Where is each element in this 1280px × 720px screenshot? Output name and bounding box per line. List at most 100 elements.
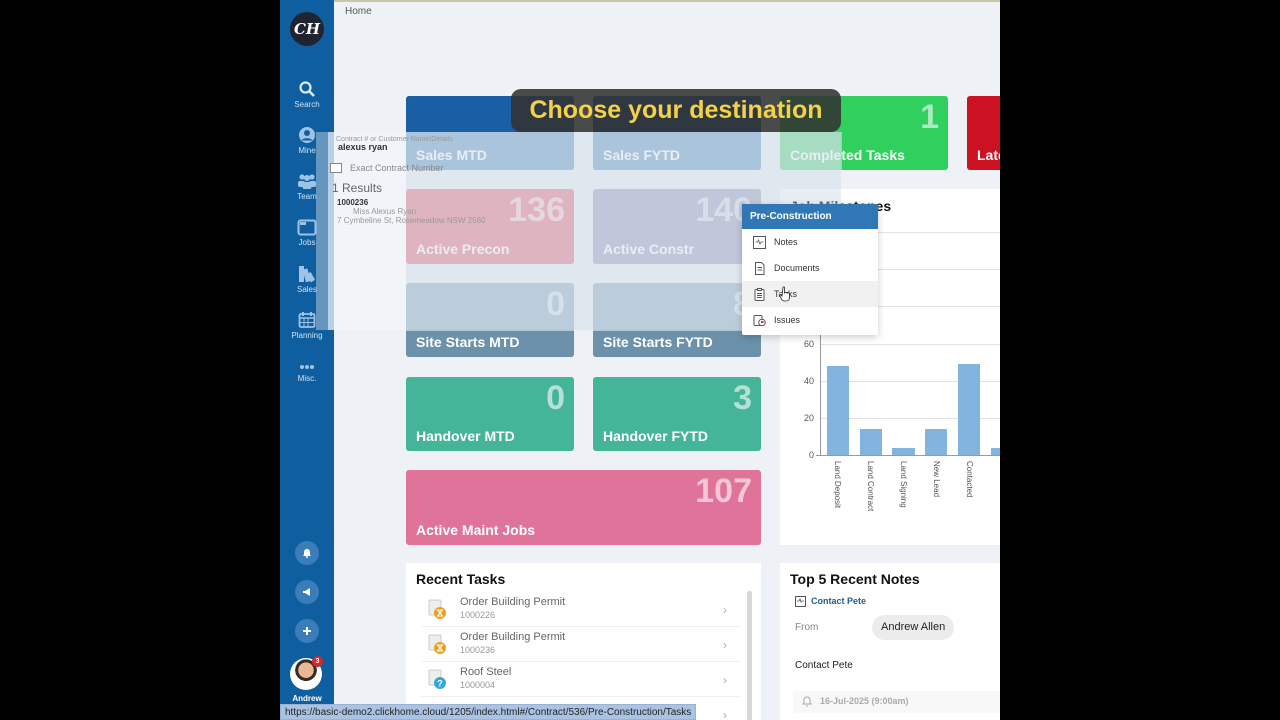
more-icon (300, 365, 314, 369)
notifications-button[interactable] (295, 541, 319, 565)
y-tick: 20 (803, 413, 814, 423)
reminder-date: 16-Jul-2025 (9:00am) (820, 696, 909, 706)
plus-icon (303, 627, 311, 635)
chevron-right-icon: › (723, 638, 727, 652)
menu-item-tasks[interactable]: Tasks (742, 281, 878, 307)
y-tick: 60 (803, 339, 814, 349)
sidebar-item-sales[interactable]: Sales (280, 265, 334, 294)
tile-value: 0 (546, 379, 565, 417)
tile-label: Handover MTD (416, 428, 515, 444)
bar-land-signing[interactable] (892, 448, 915, 455)
bar-cutoff[interactable] (991, 448, 1000, 455)
notes-icon (753, 235, 766, 249)
tile-active-precon[interactable]: 136 Active Precon (406, 189, 574, 264)
sidebar-item-misc[interactable]: Misc. (280, 362, 334, 383)
tile-site-starts-mtd[interactable]: 0 Site Starts MTD (406, 283, 574, 357)
sales-icon (299, 266, 316, 283)
task-id: 1000236 (460, 645, 496, 655)
user-name: Andrew (292, 694, 322, 703)
task-id: 1000004 (460, 680, 496, 690)
recent-tasks-panel: Recent Tasks Order Building Permit 10002… (406, 563, 761, 720)
chevron-right-icon: › (723, 603, 727, 617)
task-id: 1000226 (460, 610, 496, 620)
document-icon (755, 261, 765, 275)
from-chip[interactable]: Andrew Allen (872, 615, 955, 640)
tile-handover-mtd[interactable]: 0 Handover MTD (406, 377, 574, 451)
bell-icon (303, 549, 311, 558)
user-icon (299, 127, 315, 143)
tile-label: Active Maint Jobs (416, 522, 536, 538)
sidebar-item-search[interactable]: Search (280, 80, 334, 109)
tile-label: Active Precon (416, 241, 510, 257)
tile-handover-fytd[interactable]: 3 Handover FYTD (593, 377, 761, 451)
bar-contacted[interactable] (958, 364, 980, 455)
bar-new-lead[interactable] (925, 429, 947, 455)
notes-icon (795, 596, 806, 607)
team-icon (298, 174, 316, 189)
x-axis (816, 455, 1000, 456)
tile-active-constr[interactable]: 140 Active Constr (593, 189, 761, 264)
notification-count-badge: 3 (312, 656, 323, 667)
sidebar-item-label: Search (294, 100, 320, 109)
tile-label: Site Starts MTD (416, 334, 520, 350)
tile-active-maint-jobs[interactable]: 107 Active Maint Jobs (406, 470, 761, 545)
bell-icon (802, 696, 812, 707)
note-title-link[interactable]: Contact Pete (811, 596, 867, 606)
issues-icon (753, 314, 766, 326)
tile-late[interactable]: Late (967, 96, 1000, 170)
panel-title: Top 5 Recent Notes (790, 571, 920, 587)
sidebar-item-planning[interactable]: Planning (280, 311, 334, 340)
tile-label: Sales FYTD (603, 147, 681, 163)
pre-construction-menu: Pre-Construction Notes Documents Tasks I… (742, 204, 878, 335)
search-field-label: Contract # or Customer Name/Details (336, 136, 453, 143)
status-url: https://basic-demo2.clickhome.cloud/1205… (280, 704, 697, 720)
search-input[interactable]: alexus ryan (338, 142, 388, 152)
recent-notes-panel: Top 5 Recent Notes Contact Pete From And… (780, 563, 1000, 720)
task-unknown-icon: ? (428, 669, 446, 689)
sidebar-item-team[interactable]: Team (280, 172, 334, 201)
task-title: Roof Steel (460, 666, 512, 678)
task-title: Order Building Permit (460, 631, 566, 643)
result-id[interactable]: 1000236 (337, 198, 369, 207)
scrollbar[interactable] (747, 591, 752, 720)
search-panel (328, 132, 406, 330)
gridline (800, 269, 1000, 270)
video-caption: Choose your destination (511, 89, 841, 132)
task-row[interactable]: Order Building Permit 1000236 › (421, 628, 741, 662)
task-pending-icon (428, 634, 446, 654)
sidebar-item-label: Jobs (298, 238, 316, 247)
gridline (800, 232, 1000, 233)
search-icon (299, 81, 315, 97)
tile-label: Sales MTD (416, 147, 487, 163)
task-row[interactable]: ? Roof Steel 1000004 › (421, 663, 741, 697)
breadcrumb[interactable]: Home (345, 6, 372, 17)
reminder-bar: 16-Jul-2025 (9:00am) (793, 691, 1000, 713)
x-tick: Contacted (965, 461, 974, 498)
tile-label: Completed Tasks (790, 147, 905, 163)
tile-value: 1 (920, 98, 939, 136)
add-button[interactable] (295, 619, 319, 643)
from-label: From (795, 622, 819, 633)
x-tick: Land Deposit (833, 461, 842, 509)
menu-item-documents[interactable]: Documents (742, 255, 878, 281)
menu-item-issues[interactable]: Issues (742, 307, 878, 333)
sidebar-item-jobs[interactable]: Jobs (280, 218, 334, 247)
tile-site-starts-fytd[interactable]: 8 Site Starts FYTD (593, 283, 761, 357)
announcements-button[interactable] (295, 580, 319, 604)
task-row[interactable]: Order Building Permit 1000226 › (421, 593, 741, 627)
sidebar-item-mine[interactable]: Mine (280, 126, 334, 155)
panel-title: Recent Tasks (416, 571, 506, 587)
gridline (800, 306, 1000, 307)
note-body: Contact Pete (795, 660, 853, 671)
bar-land-contract[interactable] (860, 429, 882, 455)
calendar-icon (298, 312, 316, 328)
app-logo[interactable]: CH (290, 12, 324, 46)
app-viewport: CH Search Mine Team Jobs Sales Planning … (280, 0, 1000, 720)
exact-contract-checkbox[interactable] (330, 163, 342, 173)
tile-value: 136 (508, 191, 565, 229)
bar-land-deposit[interactable] (827, 366, 849, 455)
result-name: Miss Alexus Ryan (353, 207, 417, 216)
task-row[interactable]: › (421, 698, 741, 720)
menu-item-notes[interactable]: Notes (742, 229, 878, 255)
menu-item-label: Documents (774, 263, 820, 273)
